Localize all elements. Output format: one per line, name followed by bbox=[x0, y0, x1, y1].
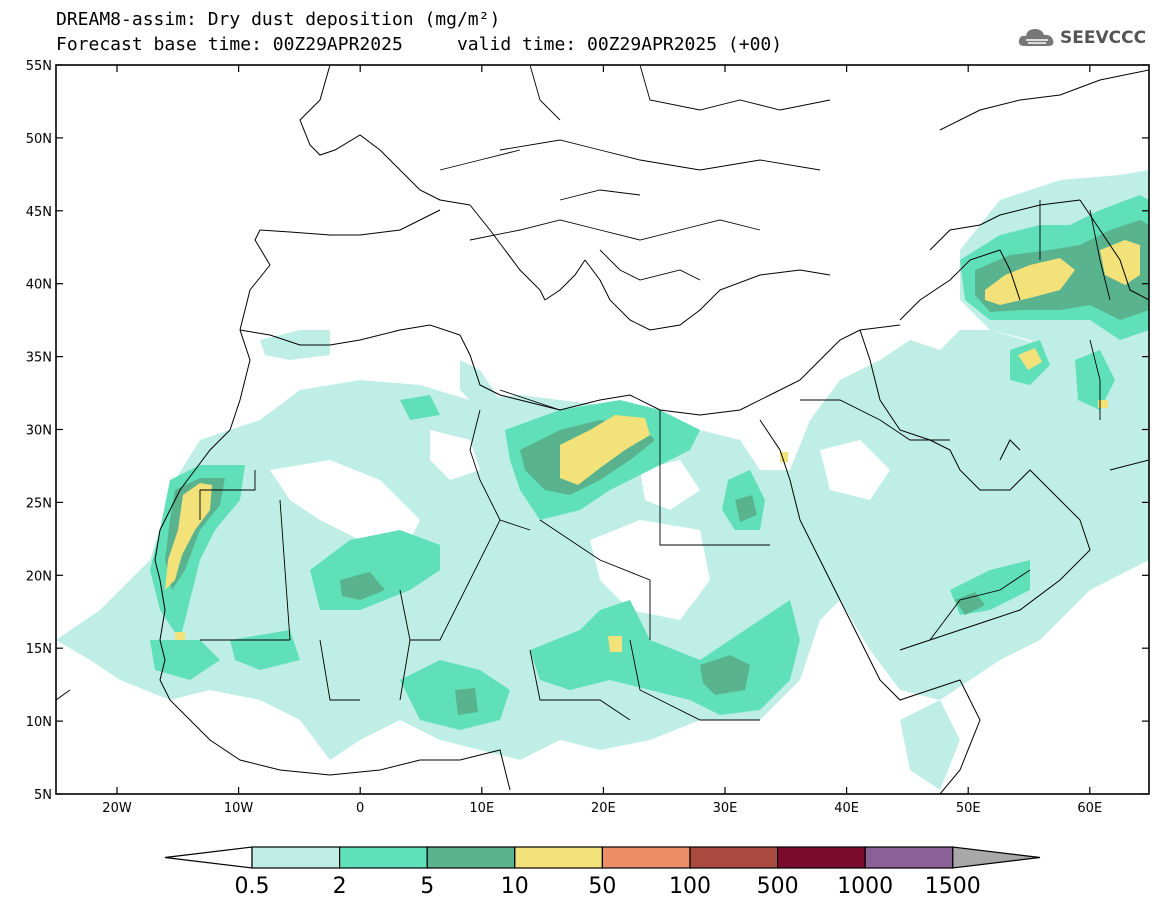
colorbar-segment bbox=[251, 846, 341, 869]
cloud-logo-icon bbox=[1018, 29, 1054, 46]
colorbar-over-triangle bbox=[952, 846, 1041, 869]
lat-label: 40N bbox=[26, 278, 52, 293]
lon-label: 20W bbox=[102, 801, 132, 816]
colorbar-under-triangle bbox=[164, 846, 253, 869]
colorbar-label: 1000 bbox=[837, 874, 893, 899]
colorbar-segment bbox=[601, 846, 691, 869]
lat-label: 50N bbox=[26, 132, 52, 147]
map-subtitle: Forecast base time: 00Z29APR2025 valid t… bbox=[56, 34, 782, 55]
latitude-labels: 55N 50N 45N 40N 35N 30N 25N 20N 15N 10N 5N bbox=[26, 59, 52, 803]
map-title: DREAM8-assim: Dry dust deposition (mg/m²… bbox=[56, 9, 501, 30]
colorbar-label: 500 bbox=[757, 874, 799, 899]
lon-label: 20E bbox=[591, 801, 616, 816]
colorbar-segment bbox=[776, 846, 866, 869]
lon-label: 30E bbox=[713, 801, 738, 816]
colorbar-segment bbox=[426, 846, 516, 869]
valid-time: valid time: 00Z29APR2025 (+00) bbox=[456, 34, 783, 55]
longitude-labels: 20W 10W 0 10E 20E 30E 40E 50E 60E bbox=[102, 801, 1102, 816]
axis-ticks bbox=[56, 64, 1149, 795]
lat-label: 15N bbox=[26, 642, 52, 657]
lon-label: 60E bbox=[1077, 801, 1102, 816]
colorbar-segment bbox=[514, 846, 603, 869]
colorbar-label: 100 bbox=[669, 874, 711, 899]
lon-label: 0 bbox=[356, 801, 364, 816]
lat-label: 20N bbox=[26, 569, 52, 584]
colorbar-label: 0.5 bbox=[235, 874, 270, 899]
lat-label: 55N bbox=[26, 59, 52, 74]
colorbar-segment bbox=[864, 846, 954, 869]
lat-label: 25N bbox=[26, 496, 52, 511]
lon-label: 40E bbox=[834, 801, 859, 816]
colorbar-label: 1500 bbox=[925, 874, 981, 899]
colorbar-label: 10 bbox=[501, 874, 529, 899]
coastlines bbox=[56, 65, 1149, 794]
colorbar-segment bbox=[339, 846, 428, 869]
lon-label: 10W bbox=[224, 801, 254, 816]
colorbar-label: 50 bbox=[588, 874, 616, 899]
lat-label: 35N bbox=[26, 351, 52, 366]
lat-label: 5N bbox=[34, 788, 52, 803]
lat-label: 10N bbox=[26, 715, 52, 730]
colorbar-label: 5 bbox=[420, 874, 434, 899]
lon-label: 10E bbox=[469, 801, 494, 816]
logo-text: SEEVCCC bbox=[1060, 28, 1147, 48]
colorbar-segment bbox=[689, 846, 779, 869]
colorbar-label: 2 bbox=[333, 874, 347, 899]
lat-label: 45N bbox=[26, 205, 52, 220]
colorbar-labels: 0.5 2 5 10 50 100 500 1000 1500 bbox=[235, 874, 981, 899]
lon-label: 50E bbox=[956, 801, 981, 816]
dust-fields bbox=[56, 170, 1149, 790]
forecast-base-time: Forecast base time: 00Z29APR2025 bbox=[56, 34, 403, 55]
seevccc-logo: SEEVCCC bbox=[1018, 26, 1146, 50]
lat-label: 30N bbox=[26, 424, 52, 439]
country-borders bbox=[199, 65, 1111, 721]
colorbar bbox=[164, 846, 1041, 869]
